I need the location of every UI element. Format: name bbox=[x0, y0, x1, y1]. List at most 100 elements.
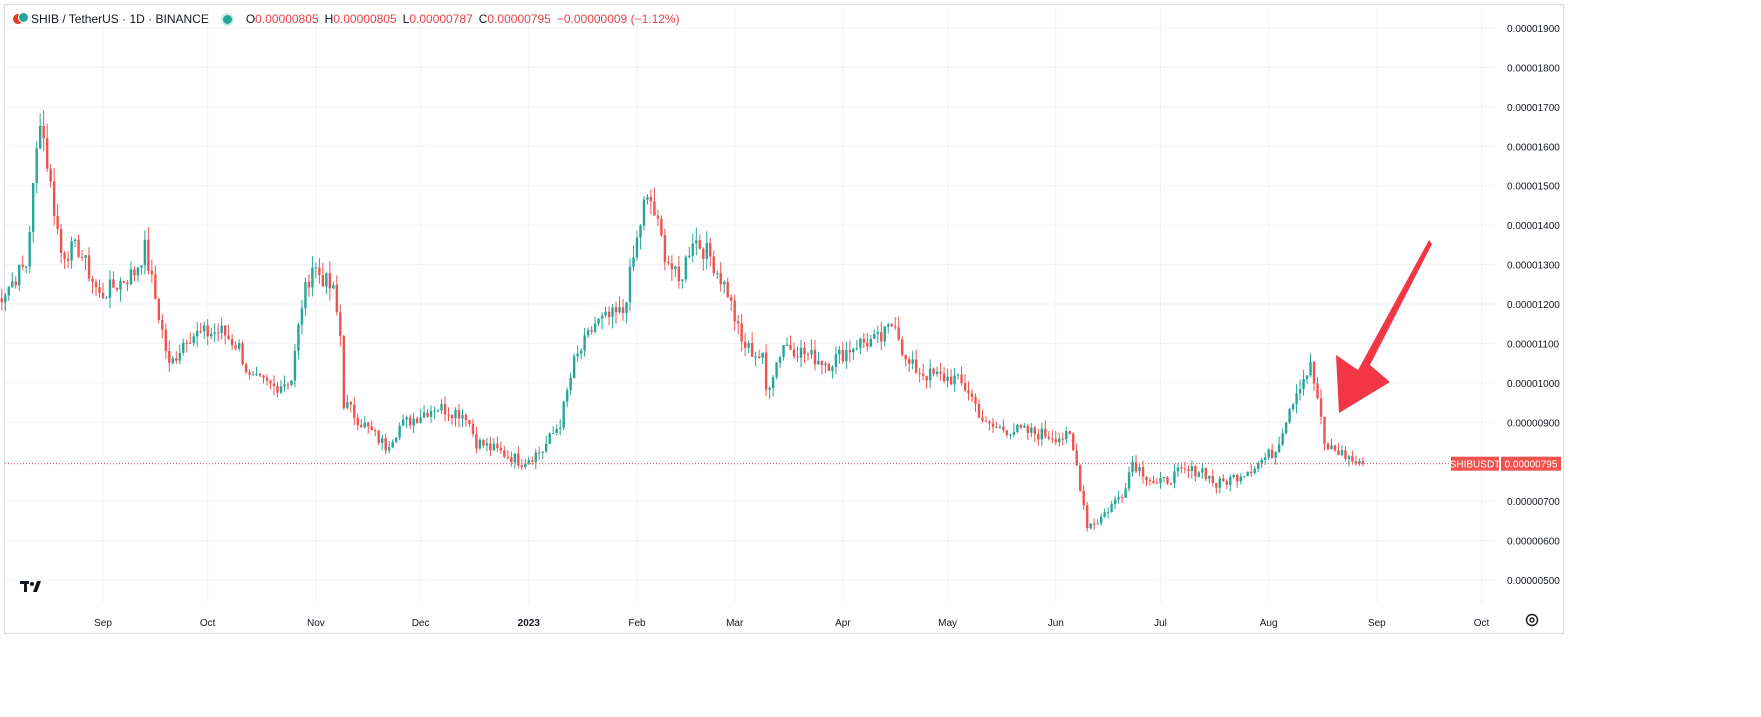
candle-body bbox=[649, 196, 653, 202]
candle-body bbox=[1026, 425, 1030, 433]
y-tick-label: 0.00001900 bbox=[1507, 24, 1560, 35]
candle-body bbox=[286, 384, 290, 386]
candle-body bbox=[220, 325, 223, 334]
candle-body bbox=[757, 356, 761, 358]
candle-body bbox=[1319, 398, 1323, 417]
candle-body bbox=[963, 383, 967, 391]
candle-body bbox=[1270, 449, 1274, 458]
market-status-icon[interactable] bbox=[220, 12, 234, 26]
price-tag-symbol-bg bbox=[1451, 456, 1499, 471]
candle-body bbox=[492, 443, 496, 451]
y-tick-label: 0.00001800 bbox=[1507, 63, 1560, 74]
candle-body bbox=[290, 380, 293, 386]
candle-body bbox=[935, 371, 939, 375]
candle-body bbox=[49, 168, 52, 182]
candle-body bbox=[272, 383, 276, 386]
candle-body bbox=[356, 417, 359, 426]
candle-body bbox=[241, 343, 244, 365]
candle-body bbox=[663, 235, 667, 263]
candle-body bbox=[604, 311, 607, 316]
candle-body bbox=[1169, 483, 1173, 485]
candle-body bbox=[482, 440, 485, 446]
candle-body bbox=[447, 414, 450, 416]
candle-body bbox=[203, 325, 206, 332]
price-axis[interactable]: 0.000005000.000006000.000007000.00000800… bbox=[1507, 24, 1560, 587]
candle-body bbox=[1075, 450, 1078, 466]
candle-body bbox=[803, 347, 806, 355]
candle-body bbox=[939, 371, 942, 374]
candle-body bbox=[705, 243, 708, 259]
candle-body bbox=[189, 342, 192, 344]
candle-body bbox=[1162, 476, 1166, 478]
candle-body bbox=[552, 432, 555, 434]
candle-body bbox=[1333, 445, 1337, 451]
candle-body bbox=[593, 323, 597, 332]
candle-body bbox=[726, 281, 729, 298]
candle-body bbox=[1117, 497, 1120, 500]
candle-body bbox=[77, 239, 80, 257]
candle-body bbox=[457, 409, 461, 419]
candle-body bbox=[1222, 478, 1225, 482]
candle-body bbox=[178, 352, 181, 361]
candle-body bbox=[171, 358, 174, 363]
candle-body bbox=[237, 343, 241, 349]
candle-body bbox=[1183, 468, 1187, 470]
candle-body bbox=[157, 299, 161, 320]
candle-body bbox=[454, 409, 457, 419]
candle-body bbox=[283, 384, 286, 387]
candle-body bbox=[1009, 434, 1012, 436]
candle-body bbox=[1148, 480, 1152, 482]
candle-body bbox=[691, 243, 695, 256]
time-axis[interactable]: Sep Oct Nov Dec 2023 Feb Mar Apr May Jun Jul Aug Sep… bbox=[94, 618, 1489, 629]
candle-body bbox=[164, 329, 168, 352]
candle-body bbox=[1180, 467, 1183, 469]
candle-body bbox=[1176, 467, 1180, 472]
candle-body bbox=[1361, 461, 1365, 464]
candle-body bbox=[185, 342, 188, 344]
candle-body bbox=[258, 373, 262, 376]
candle-body bbox=[813, 349, 817, 365]
candle-body bbox=[370, 426, 373, 431]
candle-body bbox=[269, 380, 272, 384]
candle-body bbox=[677, 266, 681, 282]
candle-body bbox=[667, 262, 670, 264]
candle-body bbox=[1239, 476, 1242, 482]
candle-body bbox=[1187, 469, 1190, 471]
candle-body bbox=[1344, 450, 1347, 459]
candle-body bbox=[1295, 393, 1298, 405]
candle-body bbox=[1016, 424, 1019, 432]
candle-body bbox=[817, 360, 820, 365]
candle-body bbox=[1351, 456, 1354, 462]
candle-body bbox=[1305, 375, 1309, 379]
x-tick-label: Oct bbox=[200, 618, 216, 629]
high-value: 0.00000805 bbox=[333, 12, 397, 26]
candle-body bbox=[897, 327, 900, 340]
gear-icon[interactable] bbox=[1524, 612, 1540, 628]
candle-body bbox=[147, 239, 150, 271]
candle-body bbox=[834, 354, 838, 367]
candle-body bbox=[855, 348, 859, 350]
candle-body bbox=[1340, 450, 1344, 456]
candle-body bbox=[632, 257, 635, 267]
candle-body bbox=[108, 279, 112, 298]
candle-body bbox=[84, 255, 87, 258]
candle-body bbox=[1208, 475, 1211, 479]
candle-body bbox=[1197, 472, 1201, 477]
candle-body bbox=[639, 225, 642, 238]
annotation-arrow[interactable] bbox=[1336, 240, 1432, 413]
candle-body bbox=[1330, 445, 1333, 450]
shib-coin-icon[interactable] bbox=[13, 12, 29, 26]
y-tick-label: 0.00001500 bbox=[1507, 182, 1560, 193]
candle-body bbox=[1096, 523, 1099, 525]
tradingview-logo-icon[interactable] bbox=[18, 576, 44, 598]
candle-body bbox=[339, 312, 342, 337]
candle-body bbox=[712, 256, 715, 274]
symbol-title[interactable]: SHIB / TetherUS · 1D · BINANCE bbox=[31, 12, 209, 26]
candle-body bbox=[887, 324, 890, 327]
candle-body bbox=[1166, 476, 1169, 484]
candle-body bbox=[625, 302, 628, 313]
candle-body bbox=[1260, 459, 1263, 464]
candle-body bbox=[401, 419, 405, 426]
candle-body bbox=[1194, 466, 1197, 477]
